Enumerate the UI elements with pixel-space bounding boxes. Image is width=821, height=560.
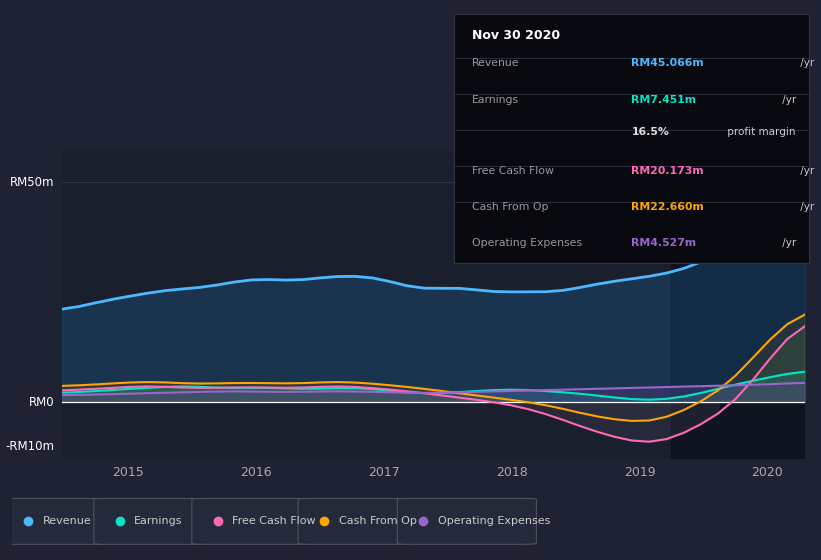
FancyBboxPatch shape <box>397 498 536 544</box>
Text: Nov 30 2020: Nov 30 2020 <box>472 29 560 42</box>
FancyBboxPatch shape <box>94 498 204 544</box>
FancyBboxPatch shape <box>298 498 409 544</box>
Text: RM7.451m: RM7.451m <box>631 95 696 105</box>
Text: Revenue: Revenue <box>43 516 91 526</box>
Text: /yr: /yr <box>779 95 796 105</box>
Text: Operating Expenses: Operating Expenses <box>438 516 550 526</box>
Text: /yr: /yr <box>797 202 814 212</box>
Text: Free Cash Flow: Free Cash Flow <box>232 516 316 526</box>
Text: Cash From Op: Cash From Op <box>472 202 548 212</box>
Text: RM22.660m: RM22.660m <box>631 202 704 212</box>
Text: /yr: /yr <box>797 166 814 176</box>
Text: 2020: 2020 <box>751 466 783 479</box>
Text: RM4.527m: RM4.527m <box>631 239 696 248</box>
Text: 2019: 2019 <box>624 466 655 479</box>
Text: Operating Expenses: Operating Expenses <box>472 239 582 248</box>
Text: RM0: RM0 <box>29 395 54 408</box>
FancyBboxPatch shape <box>192 498 310 544</box>
Text: Earnings: Earnings <box>472 95 519 105</box>
Text: Free Cash Flow: Free Cash Flow <box>472 166 553 176</box>
Text: RM50m: RM50m <box>10 175 54 189</box>
Text: /yr: /yr <box>779 239 796 248</box>
Text: 2016: 2016 <box>241 466 272 479</box>
Text: Revenue: Revenue <box>472 58 519 68</box>
Text: -RM10m: -RM10m <box>5 440 54 452</box>
Text: 2017: 2017 <box>368 466 400 479</box>
Bar <box>671 151 805 459</box>
Text: Cash From Op: Cash From Op <box>338 516 416 526</box>
Text: /yr: /yr <box>797 58 814 68</box>
Text: 2015: 2015 <box>112 466 144 479</box>
Text: profit margin: profit margin <box>723 127 795 137</box>
Text: 16.5%: 16.5% <box>631 127 669 137</box>
Text: Earnings: Earnings <box>135 516 183 526</box>
Text: RM20.173m: RM20.173m <box>631 166 704 176</box>
Text: RM45.066m: RM45.066m <box>631 58 704 68</box>
FancyBboxPatch shape <box>2 498 107 544</box>
Text: 2018: 2018 <box>496 466 528 479</box>
